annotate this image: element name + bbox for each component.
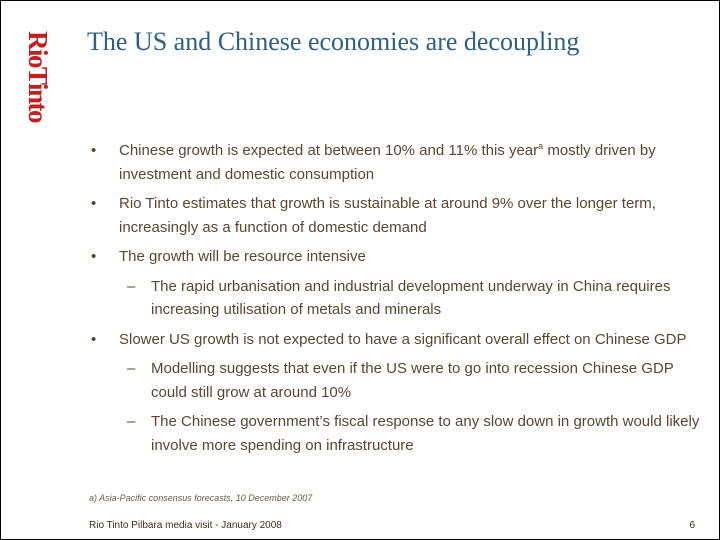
bullet-marker: • bbox=[91, 330, 97, 348]
bullet-text: The growth will be resource intensive bbox=[119, 248, 366, 265]
rio-tinto-logo: RioTinto bbox=[15, 29, 63, 133]
bullet-marker: • bbox=[91, 248, 97, 265]
page-number: 6 bbox=[689, 520, 695, 531]
sub-bullet-item: – The Chinese government’s fiscal respon… bbox=[91, 410, 701, 457]
bullet-text: Chinese growth is expected at between 10… bbox=[119, 141, 656, 183]
bullet-item: • Chinese growth is expected at between … bbox=[91, 139, 701, 186]
bullet-marker: • bbox=[91, 195, 97, 212]
bullet-item: • The growth will be resource intensive bbox=[91, 245, 701, 269]
bullet-item: • Rio Tinto estimates that growth is sus… bbox=[91, 192, 701, 239]
footnote-ref: a bbox=[538, 141, 544, 151]
logo-text: RioTinto bbox=[23, 31, 53, 123]
sub-bullet-text: The rapid urbanisation and industrial de… bbox=[151, 277, 671, 319]
bullet-marker: • bbox=[91, 142, 97, 159]
sub-bullet-item: – The rapid urbanisation and industrial … bbox=[91, 275, 701, 322]
sub-bullet-text: Modelling suggests that even if the US w… bbox=[151, 360, 674, 401]
dash-marker: – bbox=[127, 360, 136, 377]
slide-title: The US and Chinese economies are decoupl… bbox=[87, 27, 580, 56]
bullet-text: Rio Tinto estimates that growth is susta… bbox=[119, 195, 656, 236]
footnote: a) Asia-Pacific consensus forecasts, 10 … bbox=[89, 493, 313, 503]
bullet-text: Slower US growth is not expected to have… bbox=[119, 330, 687, 348]
bullet-item: • Slower US growth is not expected to ha… bbox=[91, 328, 701, 352]
dash-marker: – bbox=[127, 413, 136, 430]
bullet-list: • Chinese growth is expected at between … bbox=[91, 139, 701, 463]
sub-bullet-item: – Modelling suggests that even if the US… bbox=[91, 357, 701, 404]
footer-text: Rio Tinto Pilbara media visit - January … bbox=[89, 520, 282, 531]
sub-bullet-text: The Chinese government’s fiscal response… bbox=[151, 413, 700, 454]
dash-marker: – bbox=[127, 277, 136, 295]
